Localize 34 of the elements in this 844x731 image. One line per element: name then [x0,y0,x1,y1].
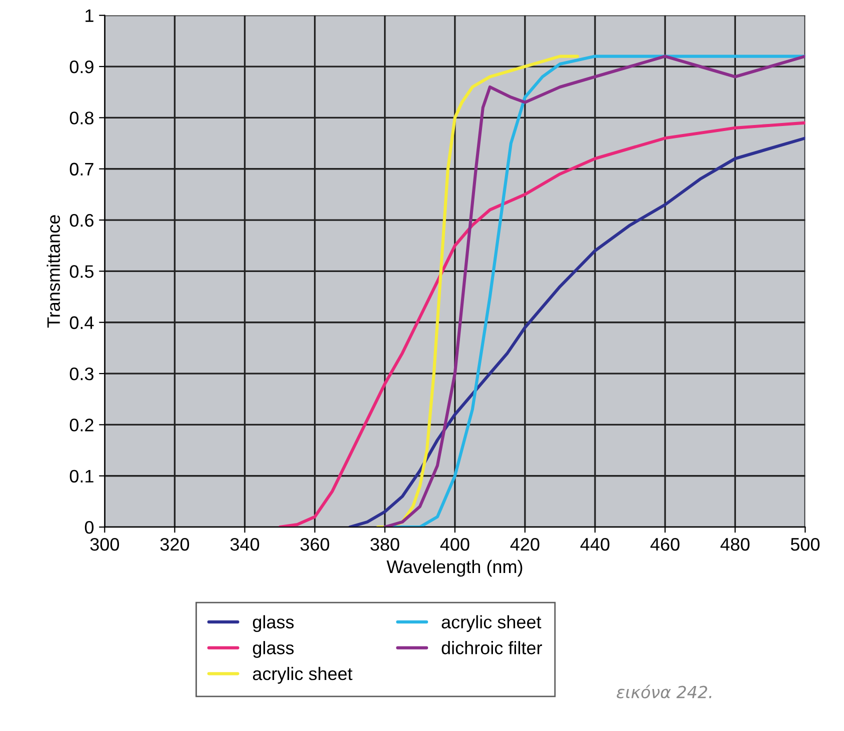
y-tick-label: 0 [84,520,94,534]
y-tick-label: 0.8 [70,112,94,124]
x-tick-label: 420 [510,538,540,551]
y-tick-label: 0.9 [70,60,94,74]
x-axis-title: Wavelength (nm) [386,560,522,577]
line-series [383,54,806,528]
legend-label: acrylic sheet [252,666,352,684]
y-tick-label: 0.5 [70,265,94,278]
y-tick-label: 0.7 [70,162,94,176]
x-tick-label: 340 [230,538,260,551]
y-tick-label: 0.2 [70,418,94,432]
x-tick-label: 400 [440,538,470,551]
legend-label: acrylic sheet [442,615,542,632]
y-tick-label: 1 [86,9,94,22]
text: εικόνα 242. [616,684,712,698]
y-tick-label: 0.6 [70,214,94,227]
y-tick-label: 0.4 [70,316,94,330]
x-tick-label: 440 [580,538,610,551]
legend-label: glass [252,641,294,658]
x-tick-label: 320 [160,538,190,551]
y-axis-title: Transmittance [46,215,60,328]
x-tick-label: 500 [790,538,820,551]
line-series [376,54,580,528]
x-tick-label: 480 [720,538,750,551]
y-tick-label: 0.3 [70,367,94,380]
legend-label: dichroic filter [442,641,542,654]
line-series [278,121,806,528]
y-tick-label: 0.1 [70,470,94,483]
x-tick-label: 460 [650,538,680,551]
line-series [348,136,806,528]
x-tick-label: 380 [370,538,400,551]
legend-label: glass [252,615,294,632]
x-tick-label: 360 [300,538,330,551]
x-tick-label: 300 [90,538,120,551]
